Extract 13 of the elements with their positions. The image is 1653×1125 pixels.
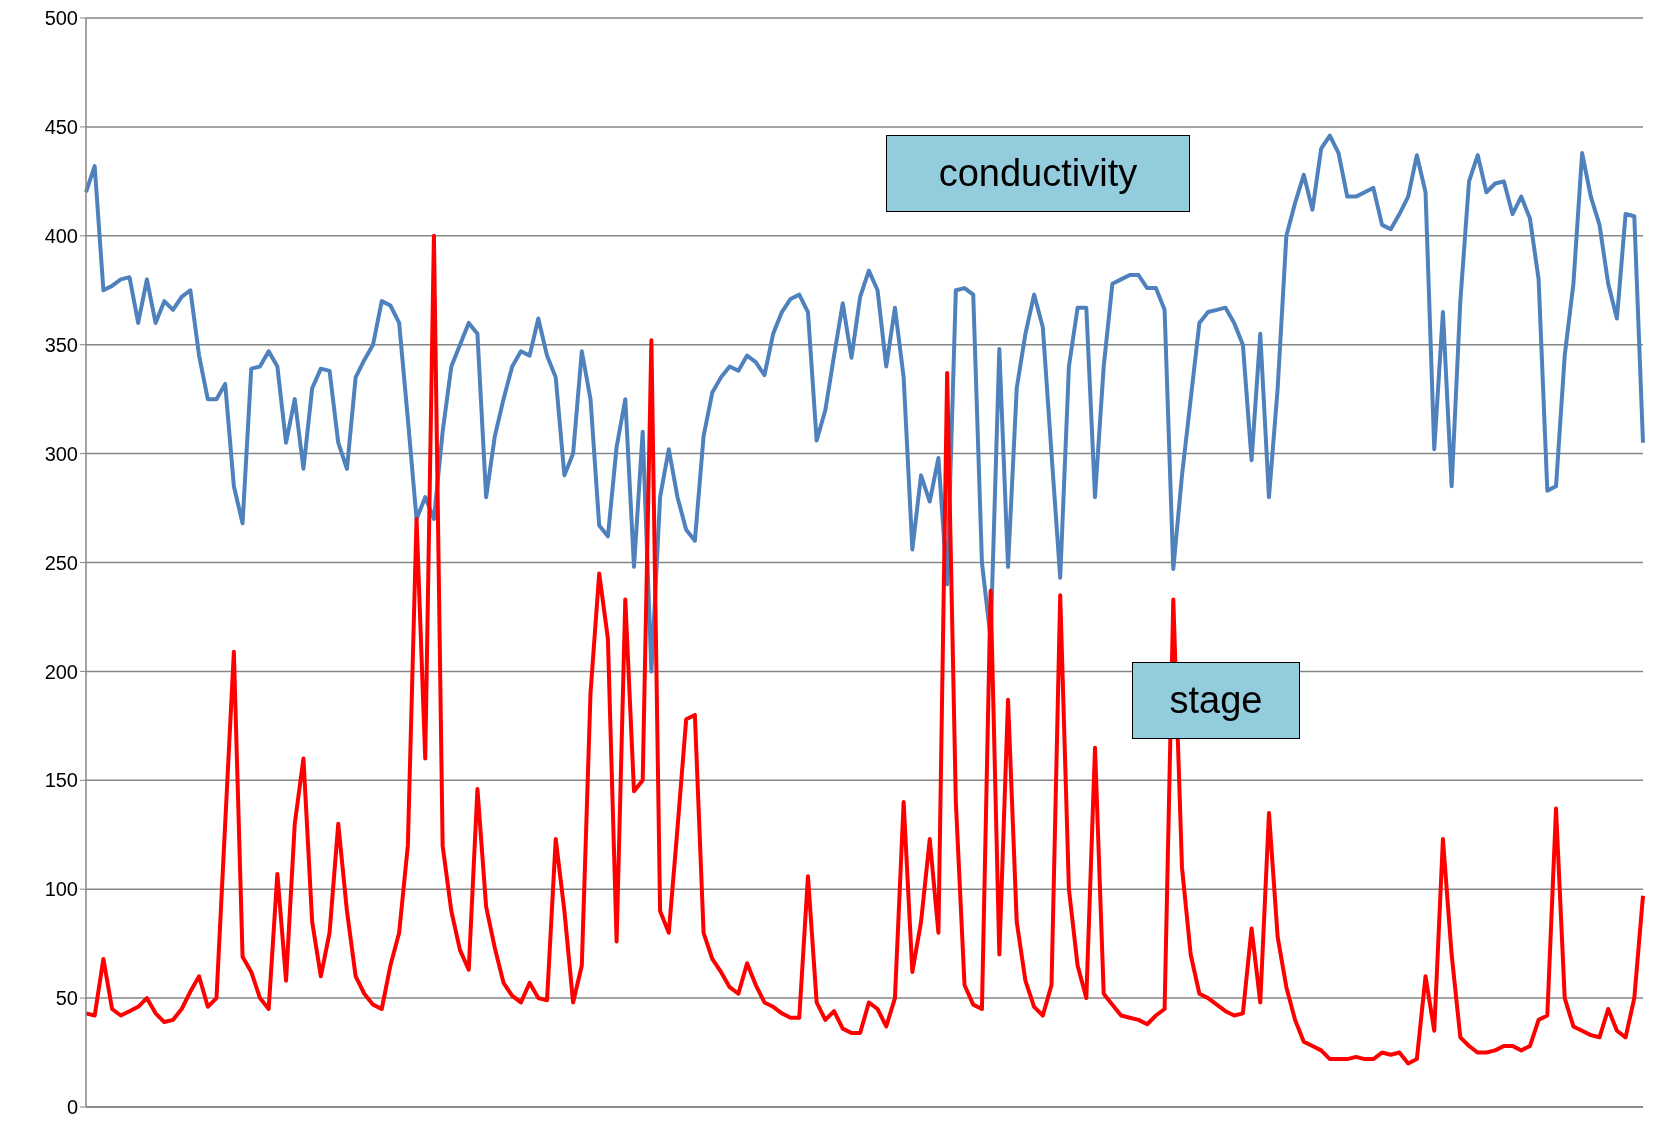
series-label: stage: [1132, 662, 1300, 739]
y-tick-label: 0: [66, 1096, 78, 1119]
y-tick-label: 300: [44, 442, 78, 465]
y-tick-label: 150: [44, 769, 78, 792]
y-tick-label: 200: [44, 660, 78, 683]
y-tick-label: 350: [44, 333, 78, 356]
text: conductivity: [886, 135, 1190, 212]
y-tick-label: 450: [44, 116, 78, 138]
y-tick-label: 50: [55, 987, 78, 1010]
y-tick-label: 100: [44, 878, 78, 901]
y-tick-label: 500: [44, 7, 78, 30]
y-tick-label: 250: [44, 551, 78, 574]
y-tick-label: 400: [44, 224, 78, 247]
